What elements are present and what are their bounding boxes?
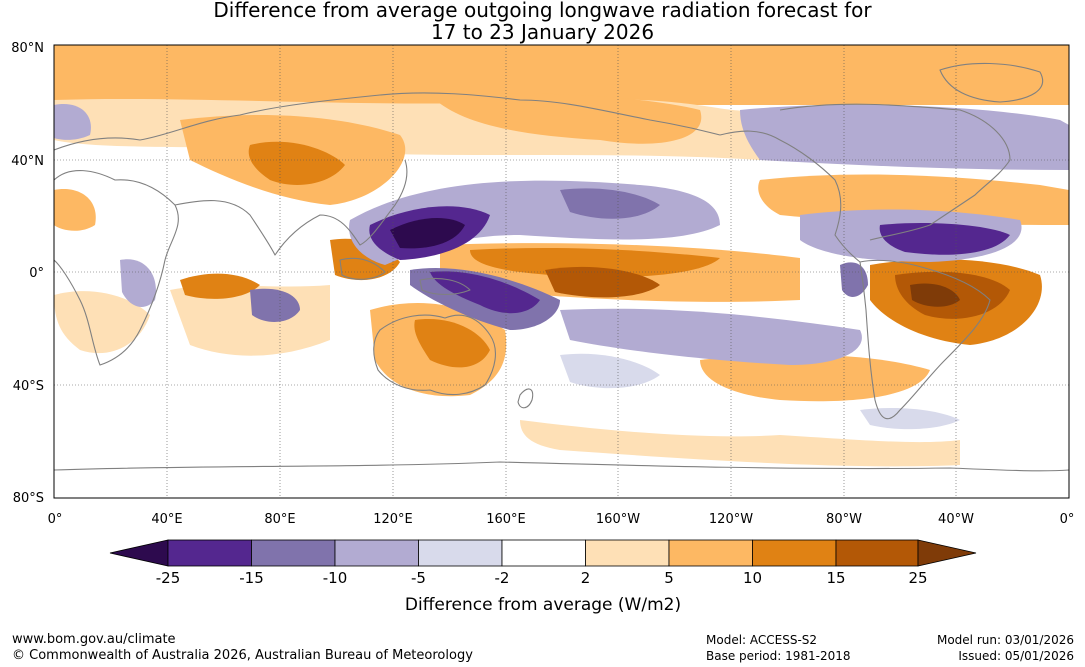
colorbar-tick-label: 2 — [581, 569, 591, 587]
south-pacific-positive — [700, 354, 930, 402]
northeast-australia-positive — [414, 319, 490, 368]
colorbar-segment — [334, 539, 419, 567]
central-africa-negative — [120, 259, 156, 307]
lon-label-0-right: 0° — [1060, 512, 1075, 527]
lon-label-0-left: 0° — [48, 512, 63, 527]
coastlines — [54, 62, 1069, 472]
lat-label-40n: 40°N — [11, 154, 44, 169]
philippines-extreme-negative — [390, 218, 465, 249]
colorbar-segment — [167, 539, 252, 567]
anomaly-fields — [54, 45, 1069, 467]
footer-model-run: Model run: 03/01/2026 — [936, 633, 1074, 647]
lon-label-40w: 40°W — [938, 512, 974, 527]
colorbar-segment — [418, 539, 503, 567]
north-africa-positive — [54, 189, 96, 231]
map-title-line1: Difference from average outgoing longwav… — [213, 0, 872, 22]
colorbar-tick-label: 10 — [743, 569, 762, 587]
colorbar-low-extension-triangle — [109, 539, 169, 567]
australia-outline — [373, 314, 496, 396]
north-pacific-positive — [430, 93, 702, 144]
colorbar-tick-label: 5 — [664, 569, 674, 587]
colorbar-segment — [501, 539, 586, 567]
south-asia-outline — [174, 159, 408, 256]
tropical-atlantic-strong-negative — [879, 223, 1010, 255]
colorbar-tick-label: 15 — [826, 569, 845, 587]
colorbar-tick-label: -2 — [495, 569, 510, 587]
colorbar-tick-label: -5 — [411, 569, 426, 587]
latitude-labels: 80°N 40°N 0° 40°S 80°S — [11, 41, 44, 506]
footer-website: www.bom.gov.au/climate — [12, 632, 176, 647]
lat-label-40s: 40°S — [13, 379, 44, 394]
south-pacific-convergence-negative — [560, 308, 862, 365]
lat-label-80s: 80°S — [13, 491, 44, 506]
colorbar-tick-labels: -25 -15 -10 -5 -2 2 5 10 15 25 — [156, 569, 928, 587]
lon-label-120w: 120°W — [709, 512, 753, 527]
north-america-west-outline — [719, 130, 861, 263]
map-title-line2: 17 to 23 January 2026 — [430, 20, 655, 44]
colorbar-high-extension-triangle — [917, 539, 977, 567]
lon-label-120e: 120°E — [373, 512, 413, 527]
lon-label-160e: 160°E — [486, 512, 526, 527]
lat-label-80n: 80°N — [11, 41, 44, 56]
graticule — [54, 45, 1069, 498]
north-america-east-outline — [779, 103, 1011, 241]
lat-label-equator: 0° — [29, 266, 44, 281]
colorbar-segment — [251, 539, 336, 567]
map-frame — [53, 44, 1070, 499]
greenland-outline — [939, 62, 1043, 103]
north-america-negative — [740, 104, 1069, 170]
footer-copyright: © Commonwealth of Australia 2026, Austra… — [12, 648, 473, 663]
indian-ocean-positive — [180, 273, 260, 299]
borneo-outline — [339, 257, 386, 280]
lon-label-80e: 80°E — [264, 512, 295, 527]
southern-ocean-light-positive — [520, 420, 960, 467]
olr-anomaly-map: 80°N 40°N 0° 40°S 80°S 0° 40°E 80°E 120°… — [11, 41, 1075, 615]
southern-africa-light-positive — [54, 291, 150, 354]
colorbar-tick-label: -25 — [156, 569, 181, 587]
central-pacific-strong-positive — [545, 266, 660, 298]
colorbar-axis-label: Difference from average (W/m2) — [405, 595, 681, 615]
footer-base-period: Base period: 1981-2018 — [706, 649, 851, 663]
europe-negative — [54, 104, 91, 140]
colorbar-segment — [835, 539, 919, 567]
lon-label-40e: 40°E — [151, 512, 182, 527]
longitude-labels: 0° 40°E 80°E 120°E 160°E 160°W 120°W 80°… — [48, 512, 1075, 527]
africa-outline — [54, 169, 179, 366]
colorbar-tick-label: -15 — [239, 569, 264, 587]
lon-label-80w: 80°W — [826, 512, 862, 527]
map-plot-area — [53, 44, 1070, 499]
new-guinea-outline — [419, 277, 471, 296]
footer-issued: Issued: 05/01/2026 — [958, 649, 1074, 663]
equatorial-pacific-positive-core — [470, 247, 720, 278]
southern-atlantic-weak-negative — [860, 408, 960, 430]
colorbar-tick-label: 25 — [908, 569, 927, 587]
colorbar-segment — [668, 539, 753, 567]
footer-model: Model: ACCESS-S2 — [706, 633, 818, 647]
colorbar-segment — [752, 539, 837, 567]
new-zealand-outline — [517, 388, 534, 409]
subtropical-south-pacific-weak-negative — [560, 353, 660, 389]
antarctica-outline — [54, 461, 1069, 472]
central-north-pacific-negative — [560, 188, 660, 219]
eurasia-north-outline — [54, 92, 721, 151]
colorbar-legend: -25 -15 -10 -5 -2 2 5 10 15 25 Differenc… — [109, 539, 977, 615]
tibet-positive — [248, 141, 345, 185]
lon-label-160w: 160°W — [596, 512, 640, 527]
colorbar-tick-label: -10 — [323, 569, 348, 587]
indian-ocean-negative — [250, 288, 300, 322]
south-america-outline — [859, 259, 991, 420]
amazon-extreme-positive — [910, 283, 960, 307]
colorbar-segment — [585, 539, 670, 567]
